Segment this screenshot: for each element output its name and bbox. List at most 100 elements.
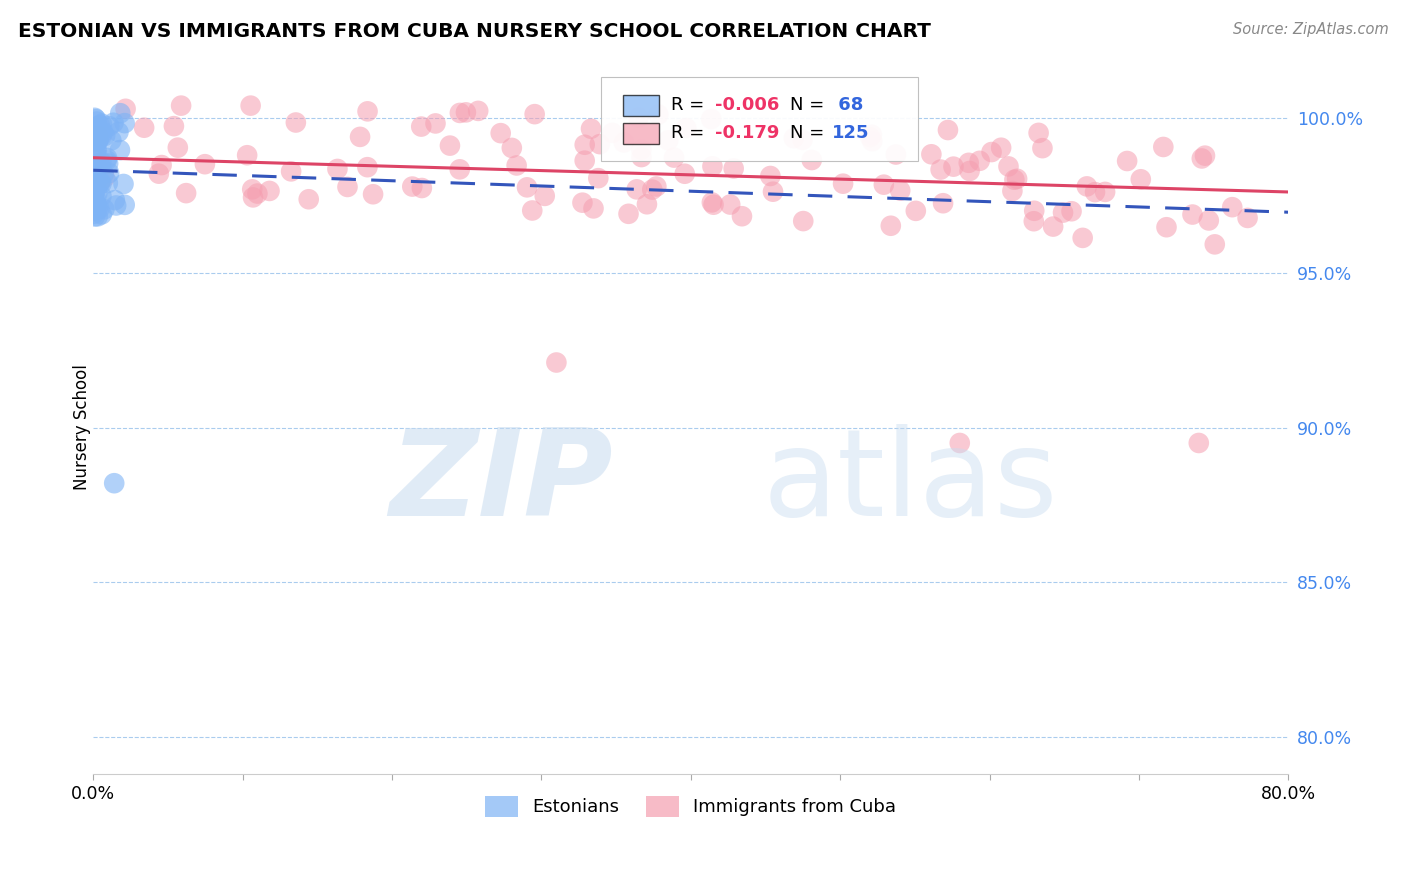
Point [880,219,903,233]
Point [96,151,118,165]
Point [83,136,105,150]
Point [1071,231,1094,245]
Point [90,207,112,221]
Point [505,159,527,173]
Point [1204,237,1226,252]
Point [1188,436,1211,450]
FancyBboxPatch shape [602,78,918,161]
Text: 68: 68 [832,96,863,114]
Point [83,186,105,200]
Point [662,151,685,165]
Point [356,104,378,119]
Point [134,120,156,135]
Point [949,436,972,450]
Point [489,126,512,140]
Point [84,156,107,170]
Point [1236,211,1258,225]
Point [980,145,1002,159]
Point [103,116,125,130]
Point [859,130,882,145]
Point [700,112,723,126]
Point [104,193,127,207]
Point [523,107,546,121]
Point [574,153,596,168]
Point [673,167,696,181]
Point [1022,214,1045,228]
Point [1060,204,1083,219]
Point [942,160,965,174]
Point [90,155,112,169]
Point [920,147,942,161]
Point [1152,140,1174,154]
Point [93,170,115,185]
Point [103,476,125,491]
Point [246,186,269,201]
Point [929,162,952,177]
Point [86,197,108,211]
Point [959,164,981,178]
Point [86,186,108,201]
Point [284,115,307,129]
Point [792,214,814,228]
Point [516,180,538,194]
Text: atlas: atlas [762,425,1059,541]
Point [647,107,669,121]
Point [522,203,544,218]
Point [170,98,193,112]
Point [832,177,855,191]
Point [703,197,725,211]
Point [98,166,121,180]
Point [83,210,105,224]
Point [626,182,648,196]
Point [675,121,697,136]
Point [932,196,955,211]
Text: N =: N = [790,96,830,114]
Point [89,176,111,190]
Point [1052,205,1074,219]
Point [1156,220,1178,235]
Point [96,153,118,168]
Point [84,145,107,159]
Point [467,103,489,118]
Point [84,203,107,218]
Point [148,167,170,181]
Point [501,141,523,155]
Point [86,135,108,149]
Point [411,181,433,195]
Point [574,137,596,152]
Point [546,355,568,369]
Point [1024,203,1046,218]
Point [84,165,107,179]
Point [114,102,136,116]
Point [1220,200,1243,214]
Point [239,98,262,112]
Point [89,126,111,140]
Point [1116,153,1139,168]
Point [1181,208,1204,222]
Point [1002,172,1025,186]
Point [588,171,610,186]
Point [83,161,105,175]
Point [89,175,111,189]
Point [936,123,959,137]
Point [731,209,754,223]
Point [401,179,423,194]
Legend: Estonians, Immigrants from Cuba: Estonians, Immigrants from Cuba [478,789,904,824]
Point [589,137,612,152]
Point [449,106,471,120]
Point [533,189,555,203]
Point [860,134,883,148]
Point [602,126,624,140]
Point [582,202,605,216]
Point [83,179,105,194]
FancyBboxPatch shape [623,95,658,116]
Point [1042,219,1064,234]
Point [259,184,281,198]
Point [1094,185,1116,199]
Point [87,130,110,145]
Text: N =: N = [790,124,830,142]
FancyBboxPatch shape [623,123,658,144]
Point [454,105,477,120]
Point [166,141,188,155]
Point [657,133,679,147]
